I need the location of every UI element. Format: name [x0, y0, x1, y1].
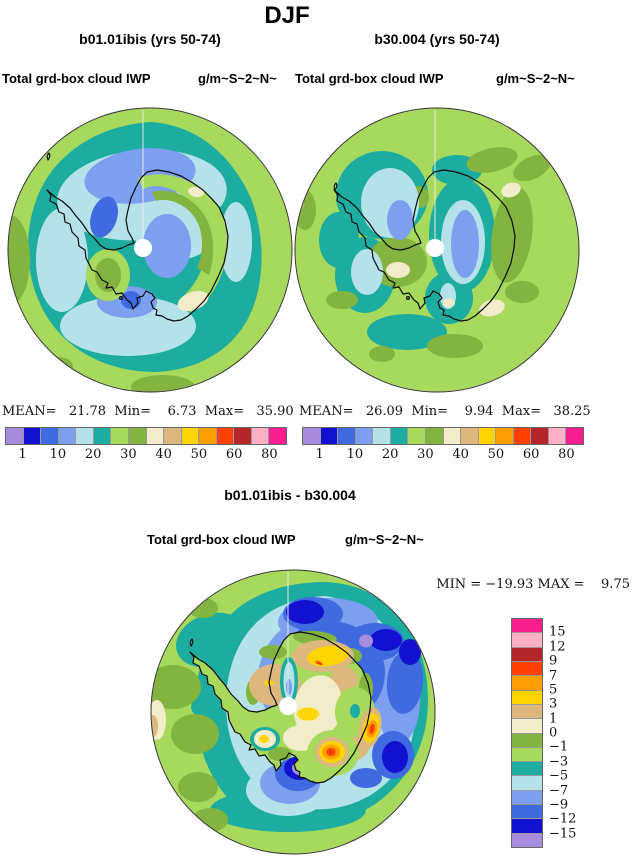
colorbar-left: [5, 427, 287, 445]
contour-field: [151, 570, 435, 854]
panel-diff-units-label: g/m~S~2~N~: [345, 532, 424, 547]
stats-right: MEAN= 26.09 Min= 9.94 Max= 38.25: [299, 404, 591, 419]
colorbar-difference-labels: 15 12 9 7 5 3 1 0 −1 −3 −5 −7 −9 −12 −15: [549, 624, 577, 842]
pole-marker: [279, 697, 297, 715]
map-difference: [150, 569, 436, 855]
colorbar-right: [302, 427, 584, 445]
colorbar-difference: [511, 618, 543, 848]
island-mark: [46, 152, 51, 161]
stats-left: MEAN= 21.78 Min= 6.73 Max= 35.90: [2, 404, 294, 419]
colorbar-right-ticks: 1 10 20 30 40 50 60 80: [315, 447, 575, 462]
pole-marker: [426, 239, 444, 257]
island-mark: [189, 638, 194, 647]
contour-field: [8, 108, 292, 392]
panel-left-title: b01.01ibis (yrs 50-74): [79, 31, 221, 47]
panel-left-units-label: g/m~S~2~N~: [198, 71, 277, 86]
panel-diff-field-label: Total grd-box cloud IWP: [147, 532, 296, 547]
figure-title: DJF: [264, 2, 310, 29]
map-boundary: [294, 107, 580, 393]
panel-left-field-label: Total grd-box cloud IWP: [2, 71, 151, 86]
map-b01-01ibis: [7, 107, 293, 393]
colorbar-left-ticks: 1 10 20 30 40 50 60 80: [18, 447, 278, 462]
island-mark: [333, 182, 338, 191]
panel-right-title: b30.004 (yrs 50-74): [374, 31, 500, 47]
map-b30-004: [294, 107, 580, 393]
panel-diff-title: b01.01ibis - b30.004: [224, 487, 356, 503]
map-boundary: [7, 107, 293, 393]
stats-diff: MIN = −19.93 MAX = 9.75: [436, 577, 630, 592]
panel-right-field-label: Total grd-box cloud IWP: [295, 71, 444, 86]
pole-marker: [134, 239, 152, 257]
panel-right-units-label: g/m~S~2~N~: [496, 71, 575, 86]
